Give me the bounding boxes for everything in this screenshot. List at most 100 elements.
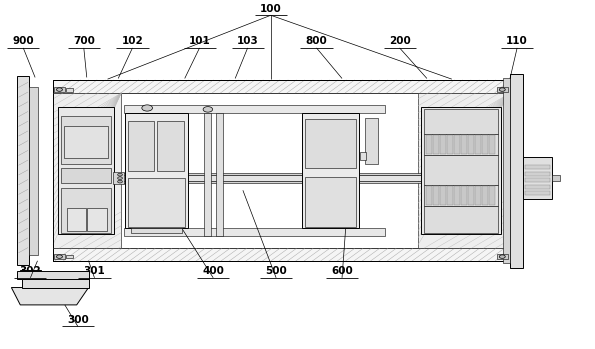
Bar — [510, 74, 523, 268]
Bar — [17, 76, 29, 265]
Text: 102: 102 — [121, 36, 143, 46]
Circle shape — [203, 106, 212, 112]
Text: 800: 800 — [306, 36, 327, 46]
Bar — [523, 157, 552, 199]
Bar — [113, 172, 124, 184]
Bar — [424, 185, 498, 206]
Bar — [482, 186, 488, 205]
Bar — [497, 87, 508, 92]
Bar — [302, 113, 359, 229]
Bar — [121, 173, 433, 175]
Bar — [53, 93, 510, 248]
Circle shape — [118, 180, 123, 183]
Bar — [440, 186, 446, 205]
Bar — [503, 78, 510, 263]
Bar — [64, 126, 108, 158]
Bar — [475, 135, 481, 154]
Bar — [424, 134, 498, 155]
Bar — [54, 254, 65, 259]
Text: 100: 100 — [260, 3, 281, 14]
Text: 500: 500 — [265, 266, 287, 276]
Bar — [482, 135, 488, 154]
Text: 110: 110 — [506, 36, 528, 46]
Bar — [454, 135, 460, 154]
Bar — [497, 254, 508, 259]
Bar — [129, 178, 184, 227]
Bar — [53, 248, 510, 261]
Bar — [17, 271, 89, 279]
Circle shape — [57, 88, 62, 91]
Bar — [424, 109, 498, 134]
Text: 301: 301 — [84, 266, 105, 276]
Bar — [305, 119, 356, 168]
Bar — [425, 135, 431, 154]
Bar — [440, 135, 446, 154]
Bar — [58, 107, 114, 235]
Bar — [129, 121, 155, 171]
Bar — [525, 191, 550, 195]
Circle shape — [57, 255, 62, 258]
Bar — [121, 175, 433, 181]
Bar — [305, 177, 356, 227]
Bar — [525, 185, 550, 189]
Bar — [525, 165, 550, 169]
Bar — [454, 186, 460, 205]
Text: 101: 101 — [189, 36, 211, 46]
Bar — [461, 186, 467, 205]
Bar — [525, 172, 550, 176]
Bar — [468, 135, 474, 154]
Circle shape — [118, 173, 123, 176]
Text: 400: 400 — [202, 266, 224, 276]
Bar — [156, 121, 184, 171]
Bar — [421, 107, 501, 235]
Bar — [67, 208, 86, 231]
Bar — [216, 113, 223, 236]
Text: 900: 900 — [12, 36, 34, 46]
Text: 103: 103 — [237, 36, 258, 46]
Bar — [433, 135, 439, 154]
Bar — [61, 116, 111, 164]
Circle shape — [142, 105, 152, 111]
Bar — [424, 206, 498, 233]
Bar — [22, 279, 89, 288]
Circle shape — [118, 177, 123, 179]
Bar — [126, 113, 187, 229]
Bar — [468, 186, 474, 205]
Bar — [53, 93, 121, 248]
Bar — [20, 270, 41, 279]
Bar — [61, 188, 111, 233]
Bar — [131, 228, 181, 233]
Bar — [124, 229, 386, 236]
Circle shape — [499, 88, 505, 91]
Bar — [418, 93, 510, 248]
Text: 700: 700 — [73, 36, 95, 46]
Bar — [365, 118, 378, 164]
Text: 600: 600 — [331, 266, 353, 276]
Bar — [475, 186, 481, 205]
Bar — [360, 151, 366, 160]
Text: 302: 302 — [20, 266, 41, 276]
Bar — [61, 168, 111, 184]
Bar — [124, 105, 386, 113]
Circle shape — [499, 255, 505, 258]
Bar — [525, 178, 550, 182]
Bar — [447, 135, 453, 154]
Bar — [489, 135, 495, 154]
Bar — [425, 186, 431, 205]
Bar — [461, 135, 467, 154]
Polygon shape — [11, 288, 89, 305]
Bar — [121, 181, 433, 183]
Bar — [54, 87, 65, 92]
Bar — [552, 175, 560, 181]
Bar — [66, 254, 73, 258]
Bar — [29, 87, 38, 254]
Text: 200: 200 — [389, 36, 411, 46]
Bar — [447, 186, 453, 205]
Bar — [87, 208, 107, 231]
Bar — [433, 186, 439, 205]
Bar — [53, 80, 510, 93]
Bar — [424, 155, 498, 185]
Bar — [489, 186, 495, 205]
Text: 300: 300 — [67, 315, 89, 325]
Bar — [204, 113, 211, 236]
